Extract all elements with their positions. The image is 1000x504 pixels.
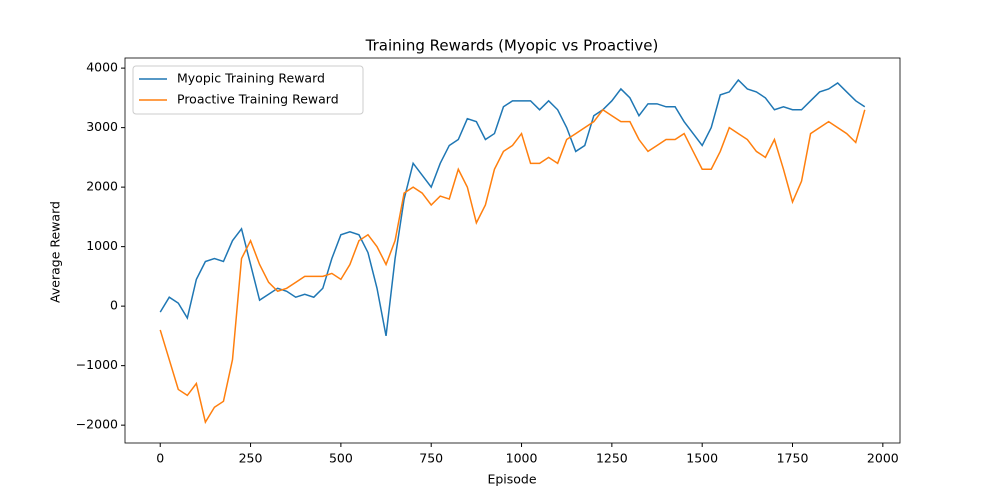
y-axis-label: Average Reward bbox=[48, 201, 63, 303]
x-tick-label: 250 bbox=[239, 451, 263, 466]
x-tick-label: 1750 bbox=[777, 451, 809, 466]
x-tick-label: 1500 bbox=[686, 451, 718, 466]
y-tick-label: 2000 bbox=[86, 179, 118, 194]
x-axis-label: Episode bbox=[487, 472, 536, 487]
plot-frame bbox=[124, 57, 901, 444]
y-tick-label: −2000 bbox=[76, 417, 118, 432]
x-tick-label: 2000 bbox=[867, 451, 899, 466]
x-tick-label: 500 bbox=[329, 451, 353, 466]
x-tick-label: 1250 bbox=[596, 451, 628, 466]
chart-title: Training Rewards (Myopic vs Proactive) bbox=[365, 37, 659, 55]
x-tick-label: 1000 bbox=[506, 451, 538, 466]
y-tick-label: 4000 bbox=[86, 60, 118, 75]
y-tick-label: 3000 bbox=[86, 119, 118, 134]
legend-label: Myopic Training Reward bbox=[177, 71, 325, 86]
legend-label: Proactive Training Reward bbox=[177, 92, 339, 107]
y-tick-label: 0 bbox=[110, 298, 118, 313]
legend-box bbox=[132, 65, 364, 115]
x-tick-label: 0 bbox=[156, 451, 164, 466]
x-tick-label: 750 bbox=[419, 451, 443, 466]
series-line bbox=[159, 108, 866, 425]
y-tick-label: 1000 bbox=[86, 238, 118, 253]
series-line bbox=[159, 78, 866, 337]
y-tick-label: −1000 bbox=[76, 357, 118, 372]
